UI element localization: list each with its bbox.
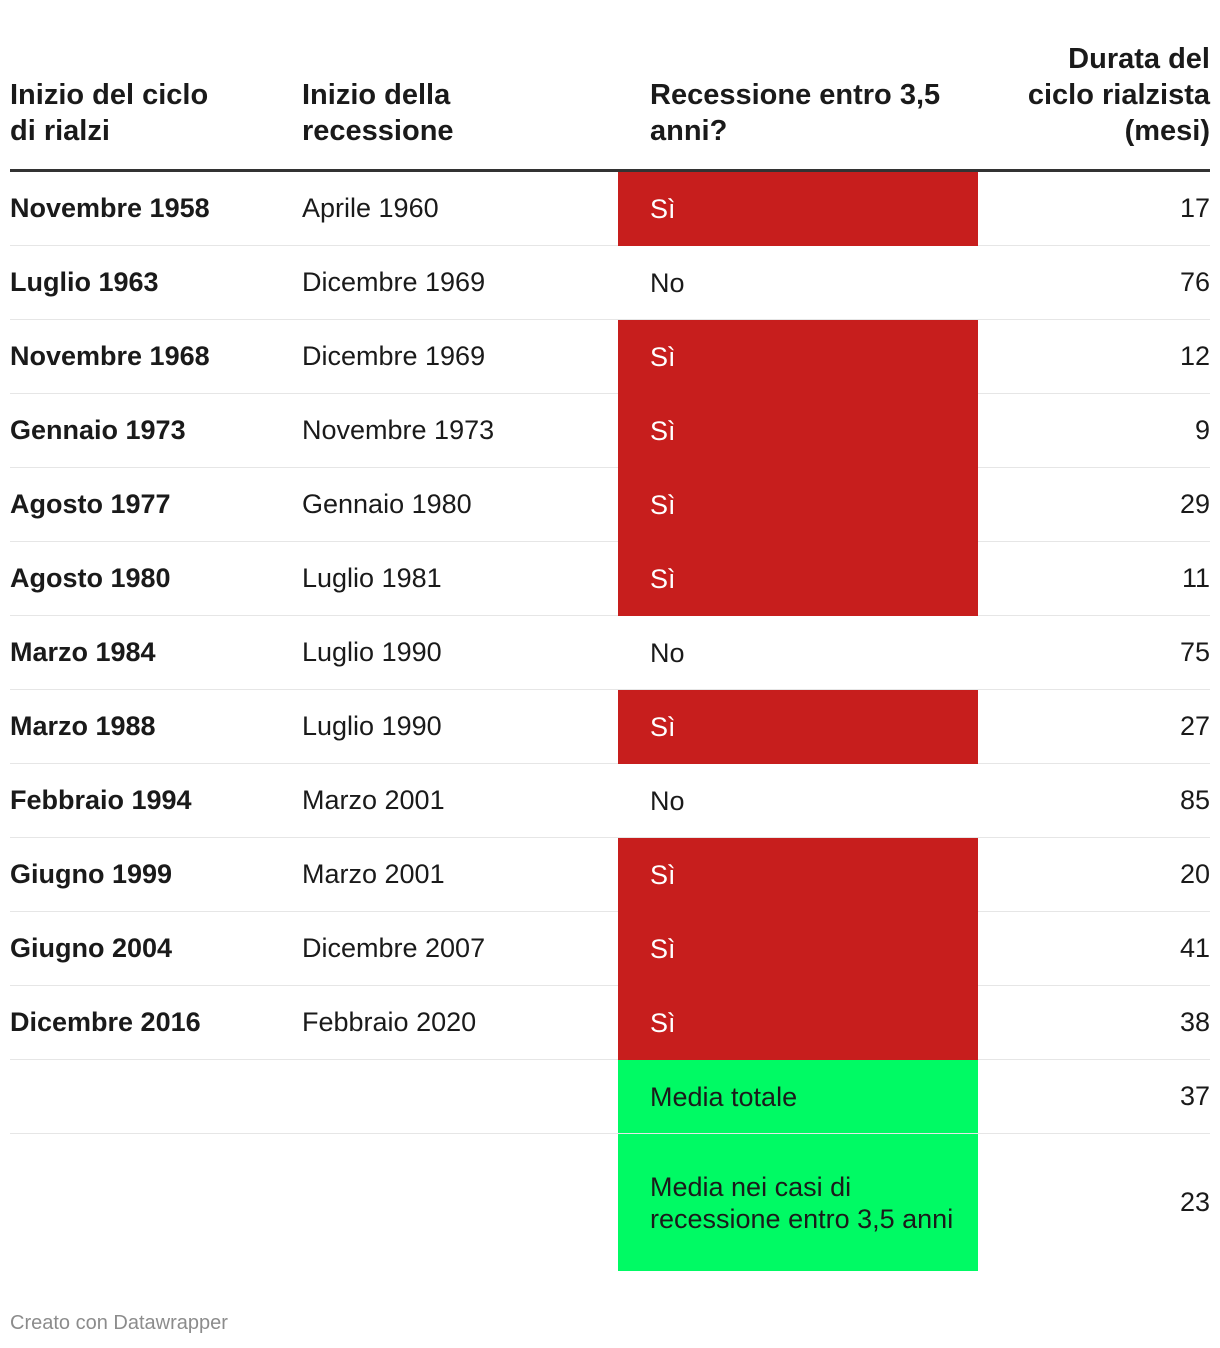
credit-text: Creato con Datawrapper [10,1312,228,1334]
table-row: Febbraio 1994 Marzo 2001 No 85 [10,764,1210,838]
table-row: Gennaio 1973 Novembre 1973 Sì 9 [10,394,1210,468]
table-row: Agosto 1980 Luglio 1981 Sì 11 [10,542,1210,616]
cell-months: 23 [1179,1187,1210,1217]
table-row: Novembre 1958 Aprile 1960 Sì 17 [10,172,1210,246]
table-header: Inizio del ciclo di rialzi Inizio della … [10,0,1210,172]
cell-within: Sì [618,838,978,912]
cell-recession: Dicembre 1969 [302,267,486,297]
table-row: Media totale 37 [10,1060,1210,1134]
cell-start: Gennaio 1973 [10,415,186,445]
cell-months: 76 [1179,267,1210,297]
cell-start: Febbraio 1994 [10,785,192,815]
cell-start [10,1134,300,1271]
column-header-recession: Inizio della recessione [302,79,454,147]
cell-within: Sì [618,542,978,616]
cell-months: 27 [1179,711,1210,741]
cell-recession: Dicembre 1969 [302,341,486,371]
cell-recession: Dicembre 2007 [302,933,486,963]
cell-start: Agosto 1980 [10,563,171,593]
cell-recession: Febbraio 2020 [302,1007,477,1037]
cell-start: Marzo 1984 [10,637,156,667]
cell-months: 11 [1181,563,1210,593]
cell-within: Sì [618,172,978,246]
cell-months: 85 [1179,785,1210,815]
cell-within: Sì [618,912,978,986]
cell-recession: Luglio 1981 [302,563,442,593]
cell-start: Giugno 2004 [10,933,173,963]
cell-start: Giugno 1999 [10,859,173,889]
cell-within: No [650,267,685,298]
table-row: Marzo 1988 Luglio 1990 Sì 27 [10,690,1210,764]
cell-recession: Luglio 1990 [302,637,442,667]
table-row: Novembre 1968 Dicembre 1969 Sì 12 [10,320,1210,394]
table-row: Giugno 1999 Marzo 2001 Sì 20 [10,838,1210,912]
cell-recession: Luglio 1990 [302,711,442,741]
cell-months: 20 [1179,859,1210,889]
table-row: Agosto 1977 Gennaio 1980 Sì 29 [10,468,1210,542]
table-row: Marzo 1984 Luglio 1990 No 75 [10,616,1210,690]
table-row: Dicembre 2016 Febbraio 2020 Sì 38 [10,986,1210,1060]
cell-within: Sì [618,320,978,394]
cell-within: Media nei casi di recessione entro 3,5 a… [618,1134,978,1271]
cell-within: No [650,785,685,816]
cell-months: 75 [1179,637,1210,667]
cell-recession [302,1134,612,1271]
cell-recession: Novembre 1973 [302,415,495,445]
cell-within: Media totale [618,1060,978,1133]
cell-within: Sì [618,468,978,542]
cell-start: Dicembre 2016 [10,1007,201,1037]
cell-start: Novembre 1958 [10,193,210,223]
table-row: Luglio 1963 Dicembre 1969 No 76 [10,246,1210,320]
column-header-within: Recessione entro 3,5 anni? [650,79,941,147]
cell-months: 12 [1179,341,1210,371]
cell-months: 38 [1179,1007,1210,1037]
cell-start: Agosto 1977 [10,489,171,519]
cell-within: No [650,637,685,668]
cell-recession: Marzo 2001 [302,785,445,815]
cell-start: Novembre 1968 [10,341,210,371]
cell-recession [302,1060,612,1133]
cell-months: 29 [1179,489,1210,519]
cell-months: 17 [1179,193,1210,223]
cell-months: 9 [1194,415,1210,445]
table-body: Novembre 1958 Aprile 1960 Sì 17 Luglio 1963 D… [10,172,1210,1271]
cell-months: 41 [1179,933,1210,963]
table-row: Media nei casi di recessione entro 3,5 a… [10,1134,1210,1271]
cell-within: Sì [618,986,978,1060]
cell-recession: Gennaio 1980 [302,489,472,519]
column-header-start: Inizio del ciclo di rialzi [10,79,209,147]
cell-months: 37 [1179,1081,1210,1111]
cell-start: Marzo 1988 [10,711,156,741]
cell-within: Sì [618,394,978,468]
cell-recession: Aprile 1960 [302,193,439,223]
table: Inizio del ciclo di rialzi Inizio della … [10,0,1210,1271]
cell-start [10,1060,300,1133]
cell-recession: Marzo 2001 [302,859,445,889]
column-header-months: Durata del ciclo rialzista (mesi) [1027,43,1210,147]
table-row: Giugno 2004 Dicembre 2007 Sì 41 [10,912,1210,986]
cell-start: Luglio 1963 [10,267,159,297]
cell-within: Sì [618,690,978,764]
